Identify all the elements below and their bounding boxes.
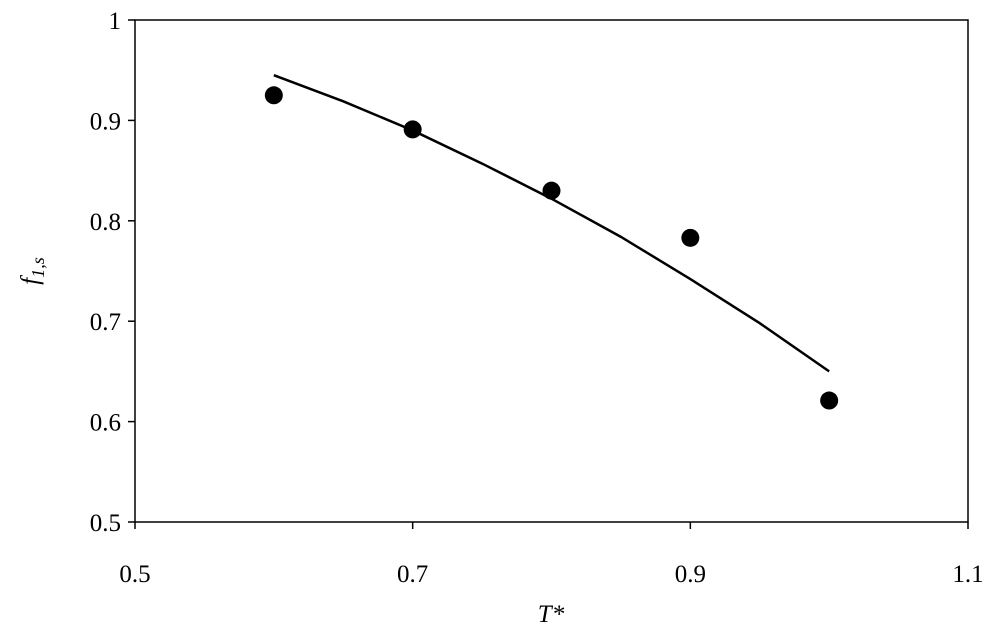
y-tick-label: 0.5 — [90, 510, 121, 537]
data-point — [820, 391, 839, 410]
x-tick-label: 0.7 — [397, 561, 428, 588]
y-tick-label: 1 — [109, 8, 122, 35]
y-axis-label: f1,s — [17, 257, 48, 284]
y-tick-label: 0.8 — [90, 209, 121, 236]
y-tick-label: 0.6 — [90, 410, 121, 437]
x-tick-label: 0.9 — [675, 561, 706, 588]
fit-line — [273, 74, 830, 373]
y-tick-label: 0.7 — [90, 309, 121, 336]
data-point — [681, 228, 700, 247]
x-tick-label: 0.5 — [119, 561, 150, 588]
data-point — [264, 86, 283, 105]
plot-frame — [134, 19, 969, 523]
x-axis-label: T* — [538, 601, 565, 628]
y-label-main: f — [17, 275, 44, 285]
y-label-subscript: 1,s — [28, 257, 48, 278]
data-point — [542, 181, 561, 200]
x-tick-label: 1.1 — [952, 561, 983, 588]
y-tick-label: 0.9 — [90, 108, 121, 135]
